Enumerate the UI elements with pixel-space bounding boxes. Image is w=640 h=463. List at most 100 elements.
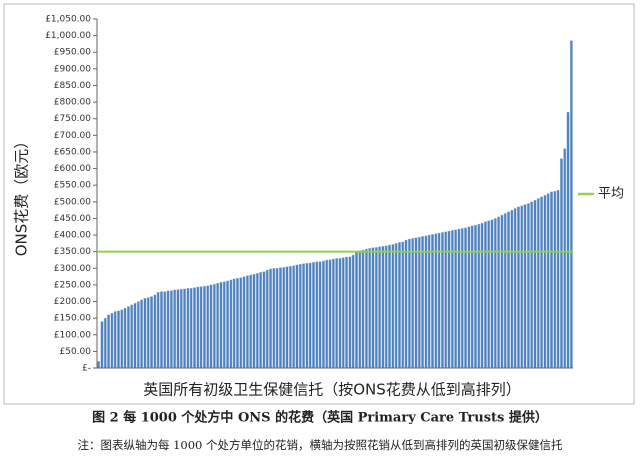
bar <box>434 233 438 369</box>
bar <box>331 258 335 369</box>
bar <box>500 214 504 369</box>
bar <box>381 246 385 369</box>
bar <box>556 189 560 369</box>
bar <box>173 289 177 369</box>
y-tick-label: £350.00 <box>54 247 91 257</box>
bar <box>378 246 382 369</box>
bar <box>199 286 203 369</box>
bar <box>183 288 186 369</box>
bar <box>477 223 481 369</box>
bar <box>298 264 302 369</box>
caption: 图 2 每 1000 个处方中 ONS 的花费（英国 Primary Care … <box>92 410 548 426</box>
bar <box>143 298 147 369</box>
bar <box>285 266 289 369</box>
bar <box>427 234 431 369</box>
bar <box>431 234 434 369</box>
y-tick-label: £100.00 <box>54 330 91 340</box>
bar <box>153 294 157 369</box>
bar <box>236 278 239 369</box>
bar <box>239 277 243 369</box>
bar <box>358 250 362 369</box>
bar <box>533 199 537 369</box>
y-tick-label: £650.00 <box>54 147 91 157</box>
bar <box>127 306 130 369</box>
y-tick-label: £800.00 <box>54 98 91 108</box>
bar <box>110 312 114 369</box>
bar <box>189 288 193 369</box>
bar <box>219 282 223 369</box>
y-tick-label: £1,050.00 <box>45 15 91 25</box>
bar <box>361 249 365 369</box>
bar <box>569 40 573 369</box>
y-tick-label: £850.00 <box>54 81 91 91</box>
bar <box>414 237 418 369</box>
bar <box>513 208 517 369</box>
bar <box>203 286 206 369</box>
bar <box>176 289 180 369</box>
bar <box>371 247 375 369</box>
bar <box>103 317 107 369</box>
bar <box>272 268 276 369</box>
chart-frame <box>3 3 635 405</box>
y-tick-label: £600.00 <box>54 164 91 174</box>
bar <box>209 284 213 369</box>
bar <box>146 297 150 369</box>
bar <box>480 222 484 369</box>
y-tick-label: £500.00 <box>54 197 91 207</box>
bar <box>179 289 183 369</box>
bar <box>212 284 216 369</box>
bar <box>368 248 372 369</box>
bar <box>322 260 325 369</box>
bar <box>417 236 421 369</box>
y-tick-label: £150.00 <box>54 314 91 324</box>
bar <box>246 275 249 369</box>
bar <box>120 309 124 369</box>
bar <box>325 259 329 369</box>
bar <box>526 203 530 369</box>
y-tick-label: £1,000.00 <box>45 31 91 41</box>
bar <box>97 361 101 369</box>
bar <box>312 262 315 369</box>
bar <box>206 285 210 369</box>
bar <box>318 261 322 369</box>
note: 注：图表纵轴为每 1000 个处方单位的花销，横轴为按照花销从低到高排列的英国初… <box>77 438 563 452</box>
bar <box>421 236 424 369</box>
bar <box>474 224 477 369</box>
bar <box>536 198 540 369</box>
y-tick-label: £- <box>82 364 91 374</box>
y-tick-label: £300.00 <box>54 264 91 274</box>
bar <box>437 232 441 369</box>
bar <box>100 321 104 369</box>
bar <box>252 274 256 369</box>
bar <box>407 238 411 369</box>
bar <box>566 111 570 369</box>
bar <box>163 291 167 369</box>
bar <box>563 148 567 369</box>
y-tick-label: £750.00 <box>54 114 91 124</box>
bar <box>136 301 140 369</box>
bar <box>160 291 163 369</box>
bar <box>196 286 200 369</box>
bar <box>467 226 471 369</box>
bar <box>265 269 269 369</box>
bar <box>255 273 259 369</box>
bar <box>384 245 388 369</box>
bar <box>401 241 405 369</box>
y-tick-label: £200.00 <box>54 297 91 307</box>
bar <box>150 296 153 369</box>
bar <box>279 267 282 369</box>
bar <box>269 268 272 369</box>
bar <box>470 225 474 369</box>
bar <box>553 190 557 369</box>
bar <box>560 158 563 369</box>
bar <box>454 229 458 369</box>
bar <box>305 263 309 369</box>
bar <box>295 264 299 369</box>
bar <box>507 211 510 369</box>
bar <box>365 248 368 369</box>
y-tick-label: £950.00 <box>54 48 91 58</box>
y-tick-label: £250.00 <box>54 280 91 290</box>
bar <box>123 307 127 369</box>
bar <box>464 227 467 369</box>
bar <box>315 261 319 369</box>
